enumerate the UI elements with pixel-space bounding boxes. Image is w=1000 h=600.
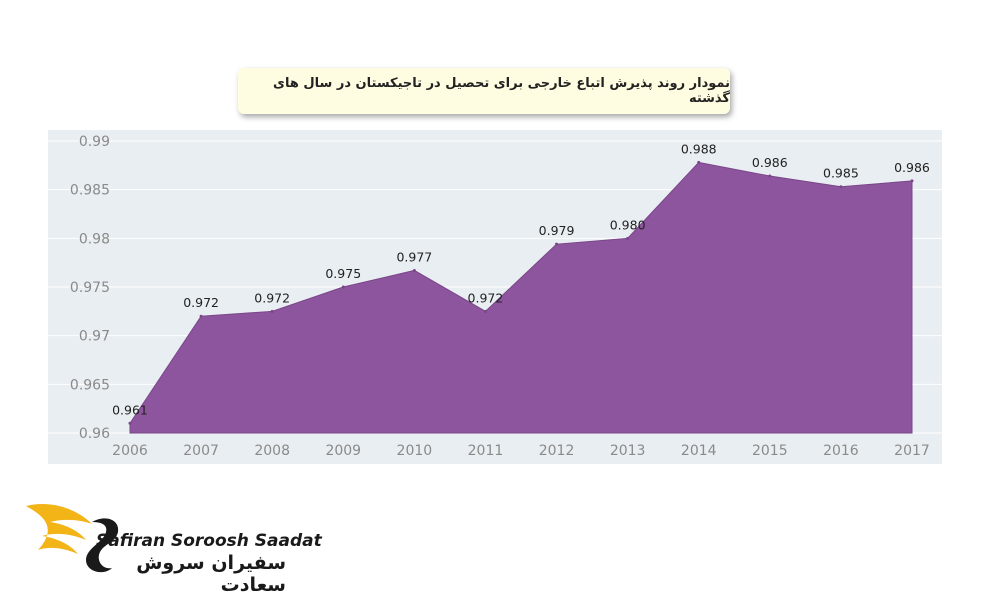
y-tick-label: 0.97 — [79, 329, 110, 345]
data-point — [910, 179, 914, 183]
data-point — [270, 309, 274, 313]
x-tick-label: 2015 — [752, 443, 788, 459]
data-label: 0.980 — [610, 217, 646, 232]
y-tick-label: 0.965 — [70, 377, 110, 393]
logo-wing-icon — [26, 504, 92, 554]
y-tick-label: 0.96 — [79, 426, 110, 442]
data-point — [697, 160, 701, 164]
area-series — [129, 161, 913, 434]
data-point — [199, 314, 203, 318]
data-label: 0.986 — [894, 160, 930, 175]
data-point — [483, 309, 487, 313]
x-tick-label: 2013 — [610, 443, 646, 459]
y-tick-label: 0.985 — [70, 183, 110, 199]
x-tick-label: 2012 — [539, 443, 575, 459]
x-tick-label: 2014 — [681, 443, 717, 459]
data-point — [412, 268, 416, 272]
data-label: 0.977 — [396, 249, 432, 264]
data-label: 0.988 — [681, 141, 717, 156]
brand-logo-icon — [26, 504, 119, 573]
logo-swan-icon — [86, 518, 119, 573]
chart-title: نمودار روند پذیرش اتباع خارجی برای تحصیل… — [273, 76, 730, 106]
x-tick-label: 2017 — [894, 443, 930, 459]
x-tick-label: 2016 — [823, 443, 859, 459]
data-label: 0.979 — [539, 223, 575, 238]
brand-name-fa: سفیران سروش سعادت — [136, 552, 286, 596]
y-tick-label: 0.98 — [79, 231, 110, 247]
data-point — [128, 421, 132, 425]
data-point — [341, 285, 345, 289]
data-label: 0.972 — [183, 295, 219, 310]
chart-title-box: نمودار روند پذیرش اتباع خارجی برای تحصیل… — [238, 68, 730, 114]
data-label: 0.972 — [254, 290, 290, 305]
data-label: 0.961 — [112, 402, 148, 417]
data-point — [626, 236, 630, 240]
x-tick-label: 2011 — [468, 443, 504, 459]
data-label: 0.972 — [468, 290, 504, 305]
data-point — [555, 242, 559, 246]
x-tick-label: 2006 — [112, 443, 148, 459]
brand-name-en: Safiran Soroosh Saadat — [96, 531, 322, 551]
data-label: 0.985 — [823, 166, 859, 181]
x-tick-label: 2007 — [183, 443, 219, 459]
data-point — [768, 174, 772, 178]
data-point — [839, 185, 843, 189]
data-label: 0.975 — [325, 266, 361, 281]
y-tick-label: 0.99 — [79, 134, 110, 150]
data-label: 0.986 — [752, 155, 788, 170]
x-tick-label: 2009 — [325, 443, 361, 459]
x-tick-label: 2008 — [254, 443, 290, 459]
x-tick-label: 2010 — [397, 443, 433, 459]
y-tick-label: 0.975 — [70, 280, 110, 296]
